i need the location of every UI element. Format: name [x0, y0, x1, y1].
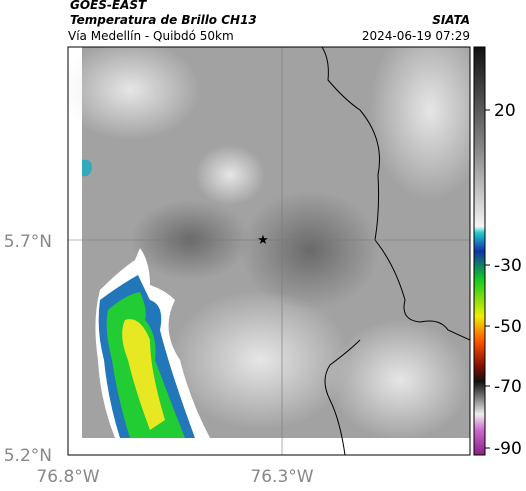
colorbar-tick-label: 20: [494, 101, 516, 121]
map-frame: [67, 46, 471, 456]
colorbar-tick-label: -50: [494, 317, 522, 337]
product: Temperatura de Brillo CH13: [70, 13, 257, 27]
cloud: [330, 320, 470, 440]
region: Vía Medellín - Quibdó 50km: [68, 29, 234, 43]
y-tick-label: 5.2°N: [4, 446, 52, 466]
x-tick-label: 76.8°W: [36, 467, 99, 487]
cloud: [170, 290, 350, 430]
cloud: [370, 47, 470, 200]
cloud: [240, 190, 380, 310]
colorbar-tick-label: -70: [494, 377, 522, 397]
colorbar-ticks: 20 -30 -50 -70 -90: [485, 101, 522, 459]
x-tick-label: 76.3°W: [250, 467, 313, 487]
y-tick-label: 5.7°N: [4, 232, 52, 252]
colorbar: [473, 46, 486, 456]
map-image: ★: [68, 47, 470, 455]
satellite: GOES-EAST: [70, 0, 147, 12]
cloud: [68, 47, 200, 140]
colorbar-tick-label: -30: [494, 256, 522, 276]
border: [324, 339, 361, 455]
source: SIATA: [432, 13, 470, 27]
datetime: 2024-06-19 07:29: [362, 29, 470, 43]
cloud: [195, 145, 265, 205]
location-star: ★: [257, 233, 269, 248]
cold-cloud-core: [122, 319, 165, 430]
colorbar-tick-label: -90: [494, 439, 522, 459]
border: [321, 47, 470, 341]
cold-cloud: [82, 159, 92, 177]
